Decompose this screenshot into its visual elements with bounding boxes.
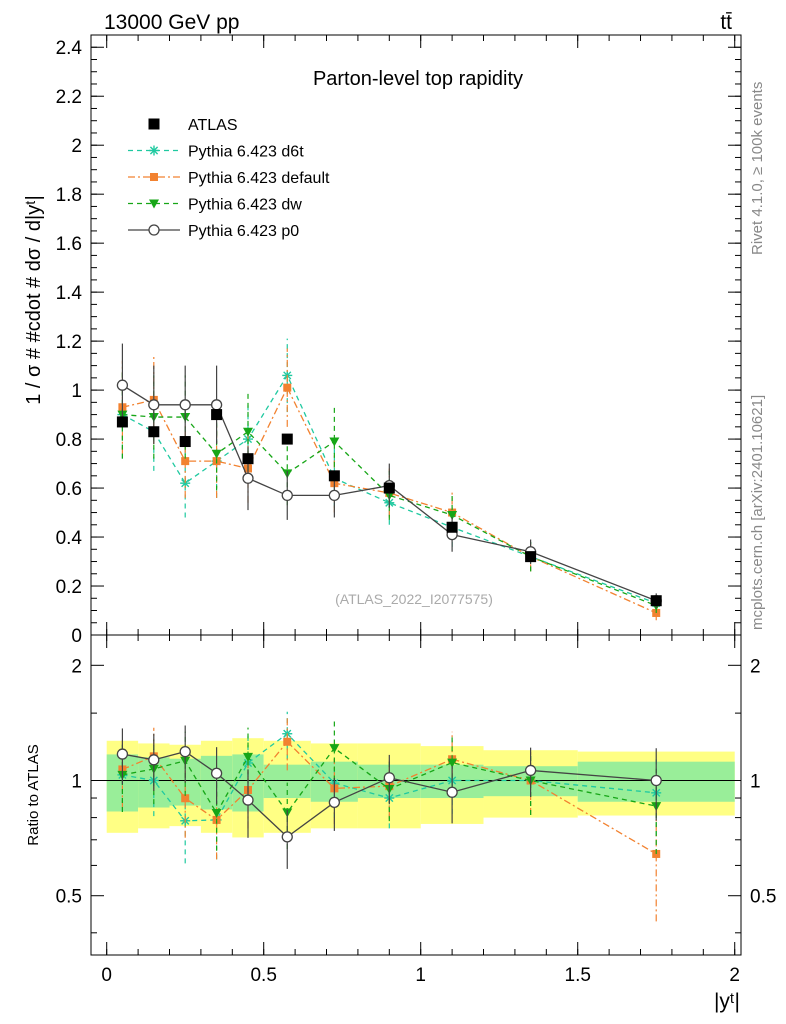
rivet-label: Rivet 4.1.0, ≥ 100k events [749, 82, 766, 255]
data-point [148, 426, 160, 438]
ratio-point [329, 744, 340, 754]
data-point [383, 482, 395, 494]
x-tick-label: 0 [101, 965, 112, 986]
series-point [210, 399, 223, 411]
analysis-id: (ATLAS_2022_I2077575) [335, 591, 493, 607]
series-point [211, 449, 222, 459]
legend: ATLAS Pythia 6.423 d6t Pythia 6.423 defaul… [128, 117, 330, 240]
ratio-point [383, 772, 395, 784]
ratio-point [210, 767, 223, 779]
y-tick-label: 1.8 [56, 185, 82, 206]
mcplots-label: mcplots.cern.ch [arXiv:2401.10621] [749, 395, 766, 630]
series-point [181, 457, 190, 466]
series-point [283, 383, 292, 392]
ratio-plot-panel: 0.5 0.5 1 1 2 2 Ratio to ATLAS 0 0.5 1 1.5 2 |yᵗ| [25, 634, 776, 1013]
ratio-point [328, 796, 341, 808]
data-point [446, 521, 458, 533]
data-point [650, 595, 662, 607]
y-axis-label: 1 / σ # #cdot # dσ / d|yᵗ| [23, 195, 45, 405]
ratio-point [524, 764, 537, 777]
series-point [242, 472, 254, 484]
data-point [211, 409, 223, 421]
legend-marker [149, 145, 159, 156]
data-point [116, 416, 128, 428]
main-plot-panel: 0 0.2 0.4 0.6 0.8 1 1.2 1.4 1.6 1.8 2 2.2 2.4 Parton… [23, 34, 742, 647]
x-tick-label: 0.5 [250, 965, 276, 986]
ratio-y-tick-label: 1 [71, 772, 82, 793]
series-point [116, 379, 129, 391]
y-tick-label: 2 [71, 136, 82, 157]
ratio-y-tick-label: 0.5 [56, 887, 82, 908]
y-tick-label: 1 [71, 381, 82, 402]
legend-label: ATLAS [188, 117, 238, 134]
y-tick-label: 0.2 [56, 577, 82, 598]
x-axis-label: |yᵗ| [714, 990, 740, 1013]
data-point [328, 470, 340, 482]
data-point [281, 433, 293, 445]
y-tick-label: 2.4 [56, 38, 83, 59]
ratio-point [243, 752, 254, 762]
series-line-1 [122, 386, 657, 614]
data-point [242, 453, 254, 465]
ratio-point [181, 794, 190, 803]
header-final-state: tt̄ [720, 11, 732, 34]
ratio-point [446, 786, 458, 798]
ratio-point [179, 745, 191, 758]
x-tick-label: 2 [729, 965, 740, 986]
y-tick-label: 1.2 [56, 332, 82, 353]
series-point [329, 437, 340, 447]
legend-marker [150, 173, 158, 181]
ratio-point [148, 754, 160, 766]
x-tick-label: 1.5 [565, 965, 591, 986]
ratio-y-tick-label: 2 [71, 656, 82, 677]
y-tick-label: 1.4 [56, 283, 83, 304]
ratio-y-tick-label-right: 1 [750, 772, 761, 793]
y-tick-label: 0.4 [56, 528, 83, 549]
legend-label: Pythia 6.423 default [188, 170, 330, 187]
ratio-point [211, 809, 222, 819]
legend-marker [148, 118, 160, 130]
data-point [525, 551, 537, 563]
ratio-point [281, 831, 293, 843]
legend-label: Pythia 6.423 d6t [188, 144, 304, 161]
ratio-plot-frame [90, 634, 742, 956]
ratio-point [650, 774, 662, 787]
series-point [281, 489, 293, 502]
y-tick-label: 0 [71, 626, 82, 647]
legend-label: Pythia 6.423 p0 [188, 223, 299, 240]
ratio-point [283, 737, 292, 746]
series-point [447, 511, 458, 520]
legend-marker [148, 224, 160, 236]
ratio-y-axis-label: Ratio to ATLAS [25, 744, 42, 845]
y-tick-label: 2.2 [56, 87, 82, 108]
data-point [179, 436, 191, 448]
series-line-2 [122, 413, 657, 607]
series-point [179, 399, 191, 411]
series-point [148, 399, 160, 411]
series-point [328, 489, 341, 502]
ratio-point [447, 758, 458, 768]
ratio-point [116, 748, 129, 760]
legend-marker [149, 199, 159, 209]
ratio-y-tick-label-right: 2 [750, 656, 761, 677]
header-process: 13000 GeV pp [104, 11, 239, 34]
ratio-point [242, 794, 254, 806]
x-tick-label: 1 [415, 965, 426, 986]
y-tick-label: 0.8 [56, 430, 82, 451]
y-tick-label: 0.6 [56, 479, 82, 500]
legend-label: Pythia 6.423 dw [188, 197, 302, 214]
y-tick-label: 1.6 [56, 234, 82, 255]
ratio-y-tick-label-right: 0.5 [750, 887, 776, 908]
plot-title: Parton-level top rapidity [313, 68, 523, 90]
series-point [243, 427, 254, 437]
